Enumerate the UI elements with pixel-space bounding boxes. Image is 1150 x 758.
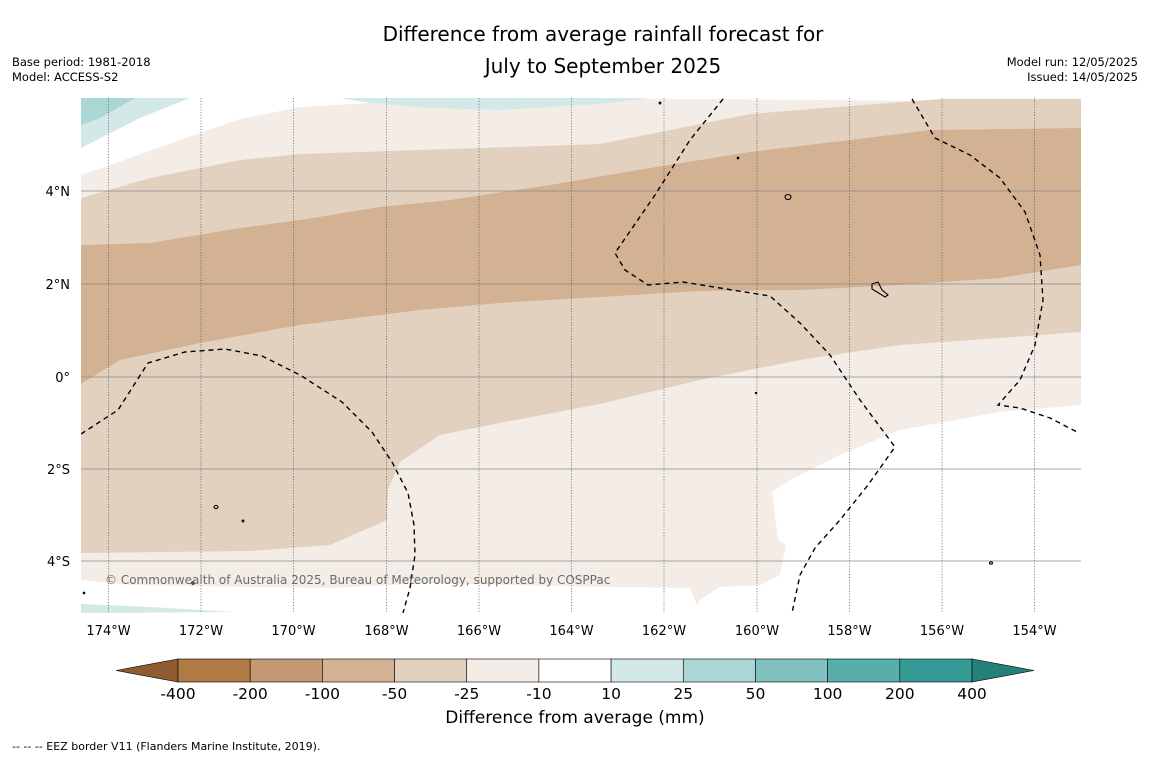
base-period-text: Base period: 1981-2018 [12,55,151,69]
island-shape [213,504,219,510]
meta-left-block: Base period: 1981-2018 Model: ACCESS-S2 [12,55,151,85]
contour-teal2-northwest [81,98,135,125]
colorbar-swatch [249,658,323,683]
map-plot-area: © Commonwealth of Australia 2025, Bureau… [81,98,1081,613]
colorbar-tick-label: -100 [305,685,340,703]
colorbar-tick-label: 400 [957,685,987,703]
contour-white-southwest [81,580,700,613]
colorbar-tick-label: 200 [885,685,915,703]
graticule [81,98,1081,613]
lon-tick-label: 164°W [549,624,593,639]
lon-tick-labels: 174°W 172°W 170°W 168°W 166°W 164°W 162°… [86,624,1056,639]
parallels [81,190,1081,562]
lon-tick-label: 160°W [735,624,779,639]
colorbar-swatch [466,658,540,683]
lon-tick-label: 170°W [271,624,315,639]
lon-tick-label: 168°W [364,624,408,639]
lon-tick-label: 172°W [179,624,223,639]
lat-tick-label: 0° [55,371,70,386]
colorbar-tick-label: -50 [382,685,407,703]
island-shape [658,101,662,105]
lat-tick-label: 2°S [47,463,70,478]
meta-right-block: Model run: 12/05/2025 Issued: 14/05/2025 [1007,55,1138,85]
island-shape [82,591,86,595]
colorbar-tick-label: 25 [673,685,693,703]
lat-tick-label: 4°S [47,555,70,570]
colorbar-swatch [322,658,395,683]
contour-white-north [81,98,1081,175]
title-line-1: Difference from average rainfall forecas… [382,22,824,46]
colorbar-tick-label: -25 [454,685,479,703]
colorbar-tick-label: -400 [160,685,195,703]
lat-tick-label: 2°N [46,278,71,293]
colorbar-swatch [538,658,612,683]
island-shape [988,561,994,565]
island-shape [784,193,792,201]
lat-tick-labels: 4°N 2°N 0° 2°S 4°S [46,185,71,570]
colorbar-swatch [177,658,251,683]
lon-tick-label: 154°W [1012,624,1056,639]
colorbar-over-arrow [971,658,1035,683]
model-text: Model: ACCESS-S2 [12,70,119,84]
title-line-2: July to September 2025 [484,54,722,78]
colorbar-tick-label: 10 [601,685,621,703]
colorbar-swatch [610,658,684,683]
colorbar-title: Difference from average (mm) [445,708,705,728]
island-shape [754,391,758,395]
island-shape [736,156,740,160]
colorbar-swatch [682,658,756,683]
colorbar-tick-label: -10 [526,685,551,703]
lon-tick-label: 174°W [86,624,130,639]
colorbar-swatch [899,658,973,683]
colorbar-tick-label: 50 [746,685,766,703]
eez-border-east [911,98,1078,433]
eez-legend-note: -- -- -- EEZ border V11 (Flanders Marine… [12,740,321,753]
island-shape [871,281,889,298]
copyright-notice: © Commonwealth of Australia 2025, Bureau… [105,573,610,587]
colorbar: -400 -200 -100 -50 -25 -10 10 25 50 100 200 400 [115,658,1035,703]
contour-band-minus100 [81,128,1081,384]
island-shape [241,519,245,523]
lon-tick-label: 158°W [827,624,871,639]
lon-tick-label: 162°W [642,624,686,639]
model-run-text: Model run: 12/05/2025 [1006,55,1138,69]
islands [82,101,994,595]
eez-borders [81,98,1078,613]
colorbar-tick-label: -200 [233,685,268,703]
eez-border-west [81,348,416,613]
lon-tick-label: 156°W [920,624,964,639]
lon-tick-label: 166°W [457,624,501,639]
colorbar-under-arrow [115,658,179,683]
colorbar-swatch [755,658,828,683]
lat-tick-label: 4°N [46,185,71,200]
island-shape [191,581,195,585]
colorbar-swatch [394,658,468,683]
colorbar-swatch [827,658,901,683]
map-title: Difference from average rainfall forecas… [300,18,906,82]
issued-text: Issued: 14/05/2025 [1027,70,1138,84]
eez-border-central [614,98,896,613]
meridians [108,98,1035,613]
contour-teal-southwest [81,604,235,613]
colorbar-tick-label: 100 [813,685,843,703]
contour-teal-north [340,98,650,110]
